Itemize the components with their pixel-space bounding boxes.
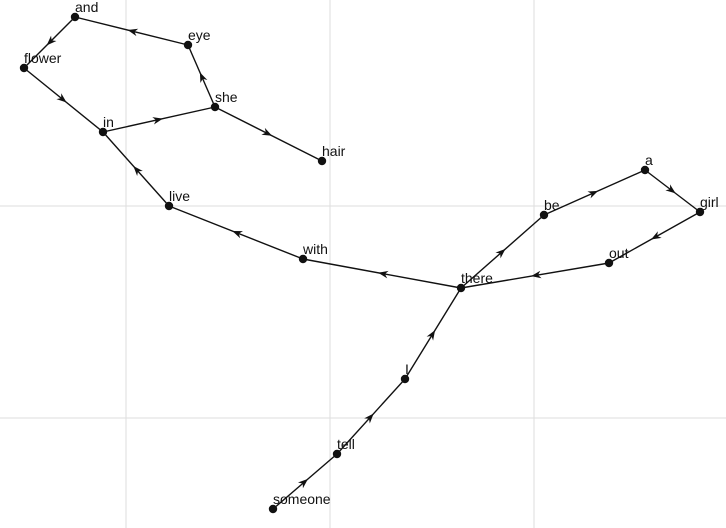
node-label-a: a [645,152,653,168]
edge-arrow-a-girl [665,184,676,194]
node-i [400,374,410,384]
edge-arrow-girl-out [651,231,662,240]
node-tell [332,449,342,459]
node-label-eye: eye [188,27,211,43]
node-out [604,258,614,268]
edge-arrow-someone-tell [297,478,309,489]
node-flower [19,63,29,73]
node-in [98,127,108,137]
edge-arrow-tell-i [364,413,374,424]
node-label-hair: hair [322,143,346,159]
edge-arrow-out-there [531,270,542,279]
edge-arrow-she-eye [199,72,208,84]
node-and [70,12,80,22]
node-label-be: be [544,197,560,213]
node-label-out: out [609,245,629,261]
node-be [539,210,549,220]
node-label-she: she [215,89,238,105]
edge-arrow-eye-and [127,28,139,37]
node-label-with: with [302,241,328,257]
node-label-there: there [461,270,493,286]
node-she [210,102,220,112]
edge-arrow-there-with [378,270,389,279]
edge-arrow-live-in [133,166,143,177]
node-label-live: live [169,188,190,204]
edge-arrow-she-hair [261,127,273,136]
edge-arrow-there-be [495,248,506,259]
graph-edges [23,16,701,510]
node-label-in: in [103,114,114,130]
node-label-someone: someone [273,491,331,507]
node-label-and: and [75,0,98,15]
graph-nodes [19,12,705,514]
edge-arrow-flower-in [56,93,67,103]
node-label-flower: flower [24,50,62,66]
edge-arrow-in-she [152,117,163,125]
node-with [298,254,308,264]
edge-arrow-i-there [426,330,436,341]
node-a [640,165,650,175]
node-label-tell: tell [337,436,355,452]
graph-labels: and flower eye she in hair live with there be a gir… [24,0,719,507]
node-girl [695,207,705,217]
node-label-i: I [405,361,409,377]
edge-arrow-with-live [232,231,243,239]
edge-arrow-be-a [587,190,599,199]
node-label-girl: girl [700,194,719,210]
node-live [164,201,174,211]
node-someone [268,504,278,514]
node-there [456,283,466,293]
edge-arrow-and-flower [46,35,57,46]
node-hair [317,156,327,166]
node-eye [183,40,193,50]
